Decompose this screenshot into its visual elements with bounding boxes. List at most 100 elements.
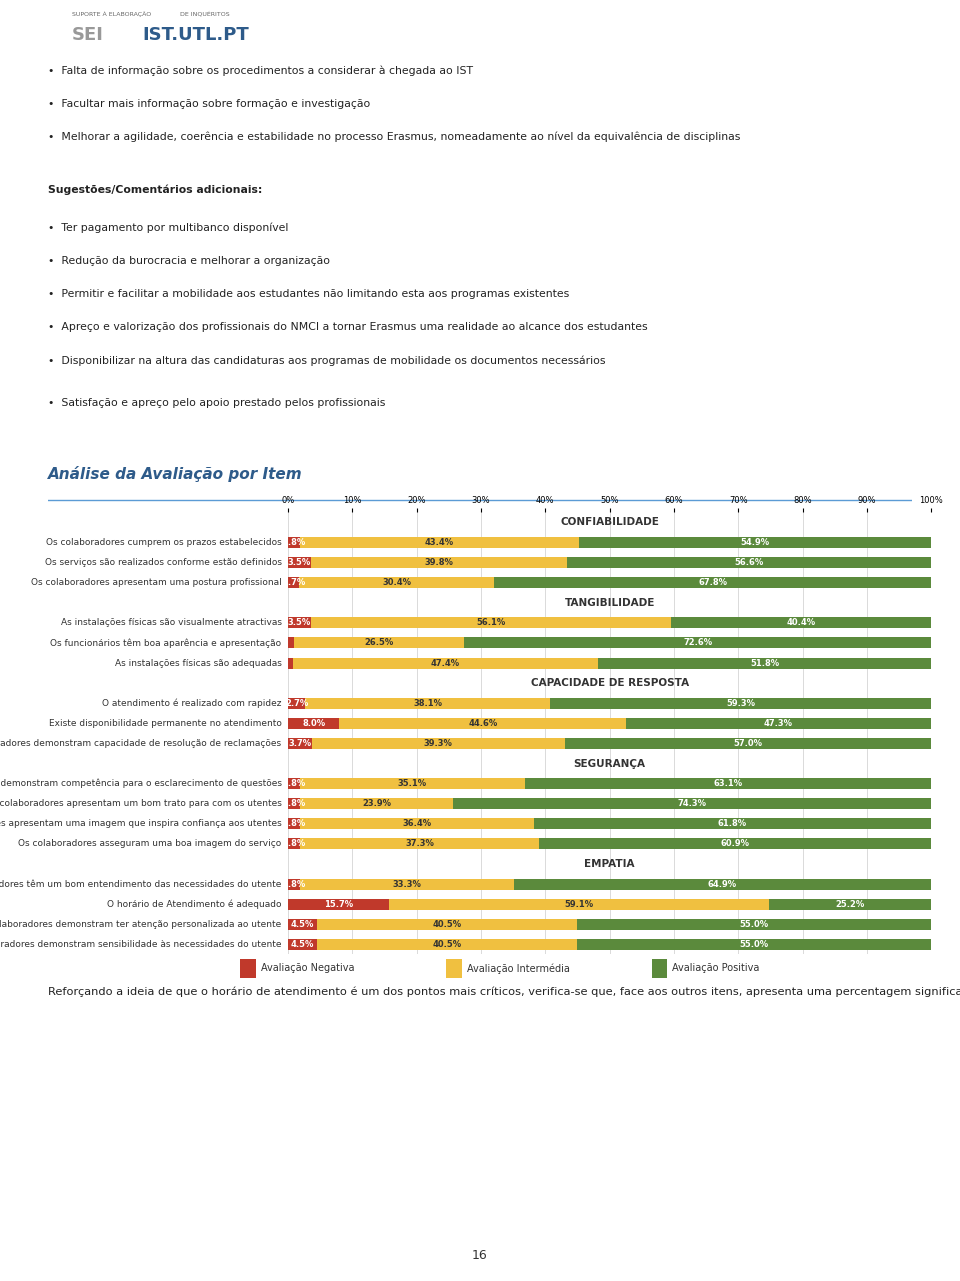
- Text: 40.5%: 40.5%: [433, 920, 462, 929]
- Text: 59.3%: 59.3%: [727, 698, 756, 707]
- Text: 1.8%: 1.8%: [282, 880, 305, 889]
- Bar: [300, 819, 534, 829]
- Text: CAPACIDADE DE RESPOSTA: CAPACIDADE DE RESPOSTA: [531, 678, 688, 688]
- Text: •  Apreço e valorização dos profissionais do NMCI a tornar Erasmus uma realidade: • Apreço e valorização dos profissionais…: [48, 322, 648, 332]
- Bar: [566, 557, 930, 569]
- Bar: [317, 939, 578, 949]
- Bar: [288, 798, 300, 810]
- Text: TANGIBILIDADE: TANGIBILIDADE: [564, 598, 655, 607]
- Bar: [310, 557, 566, 569]
- Bar: [564, 738, 931, 749]
- Bar: [598, 657, 931, 669]
- Bar: [288, 918, 317, 930]
- Text: Análise da Avaliação por Item: Análise da Avaliação por Item: [48, 466, 302, 482]
- Bar: [288, 657, 293, 669]
- Bar: [294, 638, 465, 648]
- Bar: [293, 657, 598, 669]
- Bar: [340, 717, 626, 729]
- Text: Avaliação Negativa: Avaliação Negativa: [260, 963, 354, 974]
- Bar: [288, 778, 300, 789]
- Text: SEI: SEI: [72, 26, 104, 44]
- Text: 54.9%: 54.9%: [741, 538, 770, 547]
- Text: 26.5%: 26.5%: [365, 638, 394, 647]
- Text: 56.1%: 56.1%: [476, 619, 506, 628]
- Bar: [300, 838, 540, 849]
- Text: 8.0%: 8.0%: [302, 719, 325, 728]
- Text: 1.8%: 1.8%: [282, 839, 305, 848]
- Text: SUPORTE À ELABORAÇÃO: SUPORTE À ELABORAÇÃO: [72, 10, 152, 17]
- Text: Os colaboradores demonstram sensibilidade às necessidades do utente: Os colaboradores demonstram sensibilidad…: [0, 940, 281, 949]
- Bar: [389, 898, 769, 910]
- Bar: [652, 958, 667, 979]
- Text: 55.0%: 55.0%: [740, 940, 769, 949]
- Text: Os colaboradores apresentam uma imagem que inspira confiança aos utentes: Os colaboradores apresentam uma imagem q…: [0, 820, 281, 829]
- Text: O horário de Atendimento é adequado: O horário de Atendimento é adequado: [108, 899, 281, 910]
- Bar: [514, 879, 931, 889]
- Text: 3.7%: 3.7%: [288, 739, 311, 748]
- Text: Os colaboradores apresentam uma postura profissional: Os colaboradores apresentam uma postura …: [31, 578, 281, 587]
- Text: 35.1%: 35.1%: [397, 779, 427, 788]
- Bar: [579, 537, 932, 548]
- Text: 33.3%: 33.3%: [393, 880, 421, 889]
- Text: •  Ter pagamento por multibanco disponível: • Ter pagamento por multibanco disponíve…: [48, 223, 288, 233]
- Bar: [317, 918, 578, 930]
- Text: Avaliação Positiva: Avaliação Positiva: [672, 963, 759, 974]
- Bar: [534, 819, 931, 829]
- Text: 57.0%: 57.0%: [733, 739, 762, 748]
- Text: •  Redução da burocracia e melhorar a organização: • Redução da burocracia e melhorar a org…: [48, 256, 330, 265]
- Bar: [288, 898, 389, 910]
- Text: Reforçando a ideia de que o horário de atendimento é um dos pontos mais críticos: Reforçando a ideia de que o horário de a…: [48, 986, 960, 997]
- Bar: [525, 778, 931, 789]
- Text: •  Disponibilizar na altura das candidaturas aos programas de mobilidade os docu: • Disponibilizar na altura das candidatu…: [48, 355, 606, 365]
- Text: Os colaboradores têm um bom entendimento das necessidades do utente: Os colaboradores têm um bom entendimento…: [0, 880, 281, 889]
- Bar: [288, 738, 312, 749]
- Text: 40.4%: 40.4%: [786, 619, 816, 628]
- Text: 37.3%: 37.3%: [405, 839, 434, 848]
- Text: 3.5%: 3.5%: [288, 559, 311, 567]
- Bar: [288, 557, 310, 569]
- Text: O atendimento é realizado com rapidez: O atendimento é realizado com rapidez: [102, 698, 281, 708]
- Text: 4.5%: 4.5%: [291, 940, 314, 949]
- Text: As instalações físicas são visualmente atractivas: As instalações físicas são visualmente a…: [60, 619, 281, 628]
- Bar: [626, 717, 930, 729]
- Bar: [465, 638, 931, 648]
- Text: •  Melhorar a agilidade, coerência e estabilidade no processo Erasmus, nomeadame: • Melhorar a agilidade, coerência e esta…: [48, 132, 740, 142]
- Bar: [453, 798, 931, 810]
- Text: Os colaboradores demonstram ter atenção personalizada ao utente: Os colaboradores demonstram ter atenção …: [0, 920, 281, 929]
- Text: Os serviços são realizados conforme estão definidos: Os serviços são realizados conforme estã…: [44, 559, 281, 567]
- Bar: [240, 958, 255, 979]
- Text: 30.4%: 30.4%: [382, 578, 411, 587]
- Bar: [300, 798, 453, 810]
- Text: 23.9%: 23.9%: [362, 799, 391, 808]
- Text: 25.2%: 25.2%: [835, 899, 865, 908]
- Text: 56.6%: 56.6%: [733, 559, 763, 567]
- Text: 44.6%: 44.6%: [468, 719, 497, 728]
- Text: 61.8%: 61.8%: [718, 820, 747, 829]
- Bar: [288, 578, 299, 588]
- Bar: [305, 698, 550, 708]
- Bar: [578, 918, 931, 930]
- Text: 51.8%: 51.8%: [750, 658, 780, 667]
- Bar: [288, 879, 300, 889]
- Bar: [288, 717, 340, 729]
- Bar: [310, 617, 671, 629]
- Text: Os colaboradores demonstram capacidade de resolução de reclamações: Os colaboradores demonstram capacidade d…: [0, 739, 281, 748]
- Text: 47.3%: 47.3%: [764, 719, 793, 728]
- Text: 55.0%: 55.0%: [740, 920, 769, 929]
- Bar: [312, 738, 564, 749]
- Bar: [578, 939, 931, 949]
- Text: 15.7%: 15.7%: [324, 899, 353, 908]
- Text: 60.9%: 60.9%: [721, 839, 750, 848]
- Bar: [288, 617, 310, 629]
- Text: 36.4%: 36.4%: [402, 820, 431, 829]
- Text: 1.8%: 1.8%: [282, 779, 305, 788]
- Text: 67.8%: 67.8%: [698, 578, 727, 587]
- Bar: [769, 898, 931, 910]
- Text: 72.6%: 72.6%: [684, 638, 712, 647]
- Text: Os colaboradores demonstram competência para o esclarecimento de questões: Os colaboradores demonstram competência …: [0, 779, 281, 788]
- Text: •  Falta de informação sobre os procedimentos a considerar à chegada ao IST: • Falta de informação sobre os procedime…: [48, 65, 473, 76]
- Text: 1.8%: 1.8%: [282, 799, 305, 808]
- Bar: [671, 617, 931, 629]
- Text: Os colaboradores asseguram uma boa imagem do serviço: Os colaboradores asseguram uma boa image…: [18, 839, 281, 848]
- Bar: [300, 778, 525, 789]
